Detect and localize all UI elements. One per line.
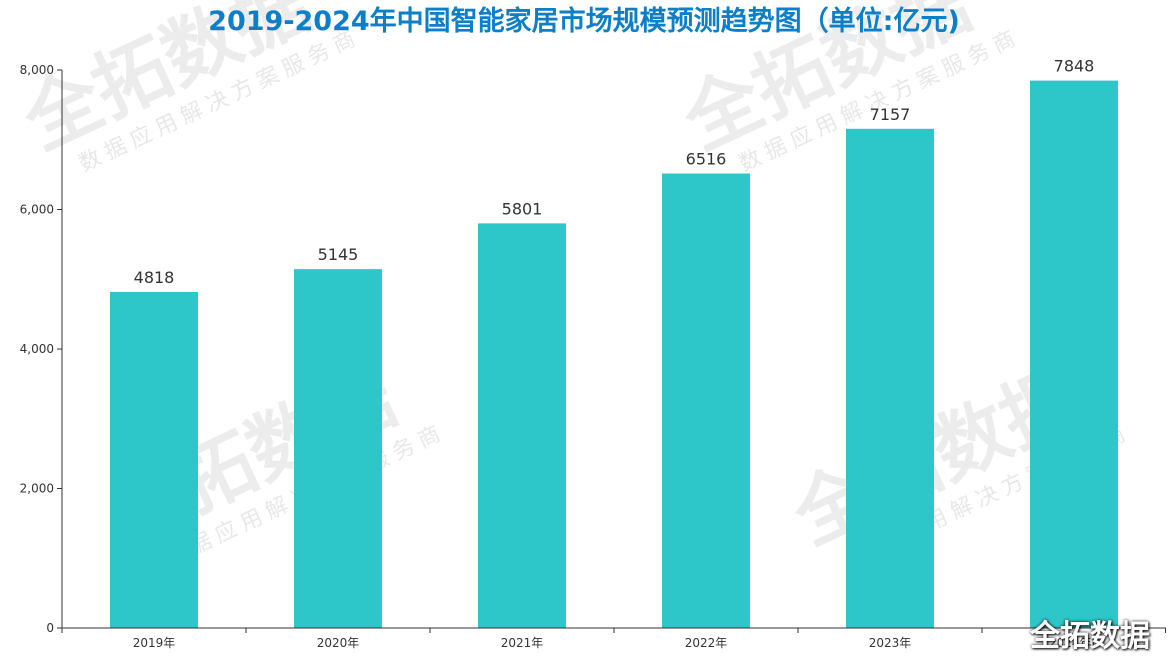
data-label: 4818 (134, 268, 175, 287)
data-label: 5801 (502, 199, 543, 218)
y-tick-label: 6,000 (20, 203, 54, 217)
data-label: 7157 (870, 105, 911, 124)
brand-logo: 全拓数据 (1030, 619, 1150, 654)
data-label: 7848 (1054, 57, 1095, 76)
x-tick-label: 2021年 (501, 636, 544, 650)
x-axis-ticks: 2019年 2020年 2021年 2022年 2023年 2024年E (61, 628, 1166, 650)
data-label: 6516 (686, 150, 727, 169)
y-tick-label: 4,000 (20, 342, 54, 356)
y-axis-ticks: 0 2,000 4,000 6,000 8,000 (20, 63, 62, 635)
x-tick-label: 2019年 (133, 636, 176, 650)
chart-title: 2019-2024年中国智能家居市场规模预测趋势图（单位:亿元) (208, 5, 960, 37)
data-label: 5145 (318, 245, 359, 264)
x-tick-label: 2023年 (869, 636, 912, 650)
bars-group (110, 80, 1118, 629)
y-tick-label: 0 (46, 621, 54, 635)
x-tick-label: 2022年 (685, 636, 728, 650)
bar (662, 173, 750, 628)
bar (478, 223, 566, 628)
data-labels-group: 4818 5145 5801 6516 7157 7848 (134, 57, 1095, 287)
y-tick-label: 2,000 (20, 482, 54, 496)
bar (294, 269, 382, 628)
x-tick-label: 2024年E (1049, 636, 1099, 650)
y-tick-label: 8,000 (20, 63, 54, 77)
bar (1030, 80, 1118, 629)
x-tick-label: 2020年 (317, 636, 360, 650)
bar (110, 291, 198, 628)
bar (846, 128, 934, 628)
